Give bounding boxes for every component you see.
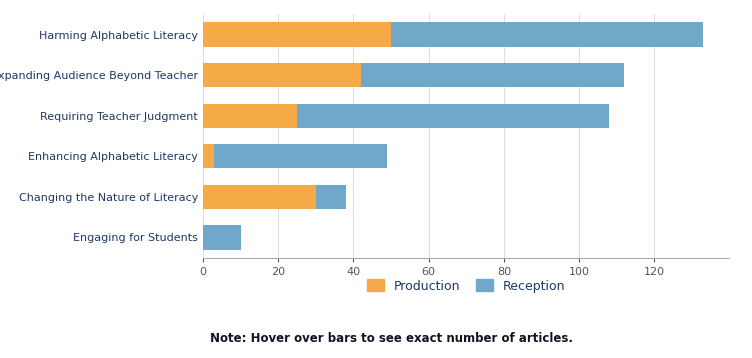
Bar [297,103,609,128]
Bar [203,103,297,128]
Bar [203,144,214,169]
Bar [316,185,346,209]
Bar [203,23,391,47]
Bar [391,23,703,47]
Bar [203,225,241,250]
Bar [361,63,624,87]
Bar [203,185,316,209]
Bar [203,63,361,87]
Legend: Production, Reception: Production, Reception [363,276,569,296]
Bar [214,144,387,169]
Text: Note: Hover over bars to see exact number of articles.: Note: Hover over bars to see exact numbe… [210,332,572,345]
